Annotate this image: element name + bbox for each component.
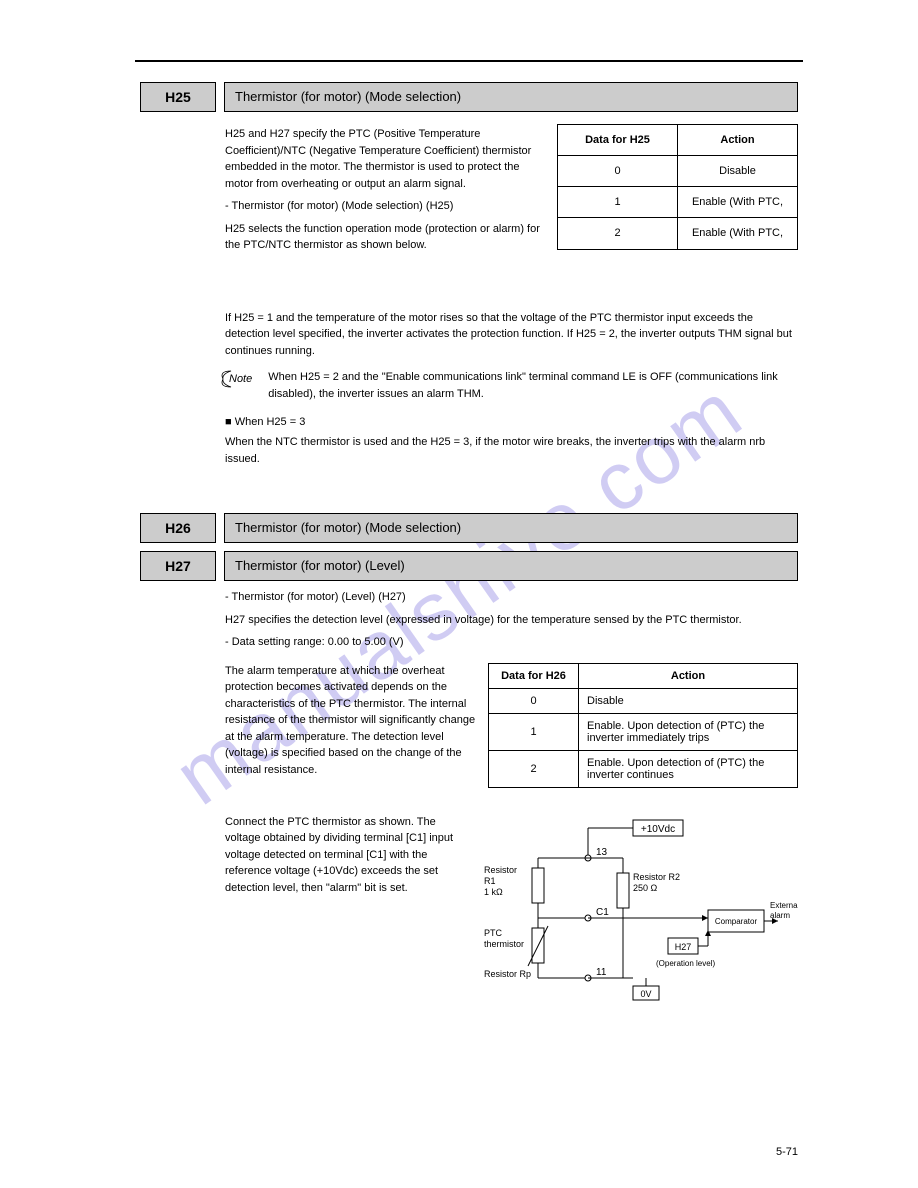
table-cell: 1 [558,187,678,218]
table-cell: 0 [489,688,579,713]
top-rule [135,60,803,62]
h27-level-label: - Thermistor (for motor) (Level) (H27) [225,589,798,606]
zero-v: 0V [640,989,651,999]
h25-table: Data for H25 Action 0 Disable 1 Enable (… [557,124,798,250]
voltage-label: +10Vdc [641,824,675,835]
table-cell: 2 [558,218,678,249]
blockD-text: When the NTC thermistor is used and the … [225,434,798,467]
table-cell: 1 [489,713,579,750]
note-row: Note When H25 = 2 and the "Enable commun… [225,369,798,402]
table-cell: Disable [579,688,798,713]
table-cell: Enable. Upon detection of (PTC) the inve… [579,750,798,787]
node-11: 11 [596,967,607,978]
h27-explain: The alarm temperature at which the overh… [225,663,478,779]
table-header-row: Data for H26 Action [489,663,798,688]
svg-text:250 Ω: 250 Ω [633,883,658,893]
table-row: 1 Enable (With PTC, [558,187,798,218]
table-header: Data for H26 [489,663,579,688]
param-title: Thermistor (for motor) (Mode selection) [224,513,798,543]
svg-text:R1: R1 [484,876,496,886]
r2-label: Resistor R2 [633,872,680,882]
circuit-diagram: +10Vdc 13 Resistor R1 1 kΩ C1 [478,818,798,1023]
param-header-h26: H26 Thermistor (for motor) (Mode selecti… [140,513,798,543]
param-code: H25 [140,82,216,112]
page-number: 5-71 [776,1146,798,1158]
svg-text:1 kΩ: 1 kΩ [484,887,503,897]
mode-label: - Thermistor (for motor) (Mode selection… [225,198,547,215]
table-cell: 2 [489,750,579,787]
table-row: 2 Enable. Upon detection of (PTC) the in… [489,750,798,787]
comparator-label: Comparator [715,917,758,926]
table-row: 0 Disable [489,688,798,713]
table-row: 2 Enable (With PTC, [558,218,798,249]
table-cell: 0 [558,156,678,187]
table-header: Data for H25 [558,125,678,156]
svg-text:Resistor Rp: Resistor Rp [484,969,531,979]
r1-label: Resistor [484,865,517,875]
table-cell: Enable (With PTC, [678,187,798,218]
h27-range: - Data setting range: 0.00 to 5.00 (V) [225,634,798,651]
table-row: 1 Enable. Upon detection of (PTC) the in… [489,713,798,750]
param-header-h25: H25 Thermistor (for motor) (Mode selecti… [140,82,798,112]
h27-box: H27 [675,942,692,952]
param-header-h27: H27 Thermistor (for motor) (Level) [140,551,798,581]
param-code: H26 [140,513,216,543]
table-header-row: Data for H25 Action [558,125,798,156]
note-icon: Note [225,371,256,387]
param-title: Thermistor (for motor) (Mode selection) [224,82,798,112]
blockD-label: ■ When H25 = 3 [225,416,798,428]
node-13: 13 [596,847,608,858]
table-cell: Enable (With PTC, [678,218,798,249]
circuit-explain: Connect the PTC thermistor as shown. The… [225,814,468,897]
svg-text:alarm: alarm [770,911,790,920]
table-header: Action [678,125,798,156]
table-cell: Enable. Upon detection of (PTC) the inve… [579,713,798,750]
ext-alarm: External [770,901,798,910]
c1-label: C1 [596,907,609,918]
mode-desc: H25 selects the function operation mode … [225,221,547,254]
table-header: Action [579,663,798,688]
svg-text:thermistor: thermistor [484,939,524,949]
h25-block1: If H25 = 1 and the temperature of the mo… [225,310,798,360]
param-title: Thermistor (for motor) (Level) [224,551,798,581]
op-level: (Operation level) [656,959,715,968]
table-row: 0 Disable [558,156,798,187]
note-text: When H25 = 2 and the "Enable communicati… [268,369,798,402]
table-cell: Disable [678,156,798,187]
ptc-label: PTC [484,928,503,938]
param-code: H27 [140,551,216,581]
h27-level-desc: H27 specifies the detection level (expre… [225,612,798,629]
page-content: H25 Thermistor (for motor) (Mode selecti… [0,0,918,1063]
intro-text: H25 and H27 specify the PTC (Positive Te… [225,126,547,192]
h27-table: Data for H26 Action 0 Disable 1 Enable. … [488,663,798,788]
